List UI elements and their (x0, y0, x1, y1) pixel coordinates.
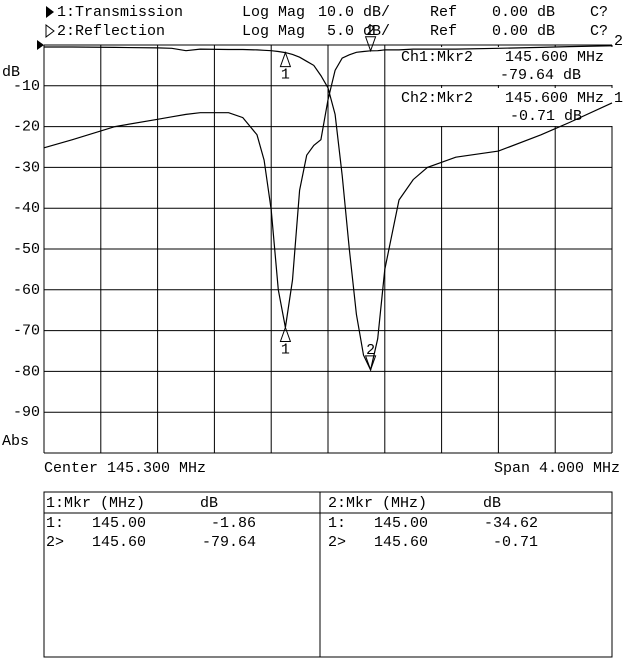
table-marker: 2> (328, 534, 346, 551)
table-frequency: 145.00 (92, 515, 146, 532)
header-ref-label: Ref (430, 4, 457, 21)
y-tick-label: -40 (13, 200, 40, 217)
table-marker: 1: (328, 515, 346, 532)
trace (44, 46, 613, 372)
readout-background (398, 47, 618, 85)
trace-end-label: 1 (614, 90, 623, 107)
y-tick-label: -30 (13, 159, 40, 176)
y-axis-bottom-label: Abs (2, 433, 29, 450)
header-ref: 0.00 dB (492, 4, 555, 21)
table-frequency: 145.60 (374, 534, 428, 551)
table-marker: 1: (46, 515, 64, 532)
table-header: 1:Mkr (MHz) (46, 495, 145, 512)
reference-arrow (37, 40, 44, 50)
y-tick-label: -20 (13, 119, 40, 136)
marker-triangle (279, 51, 292, 68)
header-scale: 10.0 dB/ (318, 4, 390, 21)
header-scale: 5.0 dB/ (327, 23, 390, 40)
readout-name: Ch2:Mkr2 (401, 90, 473, 107)
table-frequency: 145.00 (374, 515, 428, 532)
y-tick-label: -90 (13, 404, 40, 421)
marker-triangle (364, 36, 377, 53)
table-unit: dB (483, 495, 501, 512)
marker-label: 2 (366, 23, 375, 40)
y-axis-label: dB (2, 64, 20, 81)
table-header: 2:Mkr (MHz) (328, 495, 427, 512)
readout-value: -79.64 dB (500, 67, 581, 84)
y-tick-label: -50 (13, 241, 40, 258)
header-cal: C? (590, 23, 608, 40)
header-cal: C? (590, 4, 608, 21)
header-format: Log Mag (242, 4, 305, 21)
table-marker: 2> (46, 534, 64, 551)
header-label: 2:Reflection (57, 23, 165, 40)
header-format: Log Mag (242, 23, 305, 40)
marker-triangle (279, 326, 292, 342)
center-label: Center 145.300 MHz (44, 460, 206, 477)
y-tick-label: -10 (13, 78, 40, 95)
marker-label: 2 (366, 342, 375, 359)
table-value: -79.64 (202, 534, 256, 551)
table-unit: dB (200, 495, 218, 512)
y-tick-label: -60 (13, 282, 40, 299)
marker-label: 1 (281, 67, 290, 84)
marker-table-frame (43, 491, 613, 658)
header-label: 1:Transmission (57, 4, 183, 21)
header-ref-label: Ref (430, 23, 457, 40)
trace-end-label: 2 (614, 33, 623, 50)
table-frequency: 145.60 (92, 534, 146, 551)
channel-arrow (45, 24, 55, 38)
header-ref: 0.00 dB (492, 23, 555, 40)
readout-frequency: 145.600 MHz (505, 49, 604, 66)
readout-frequency: 145.600 MHz (505, 90, 604, 107)
active-channel-arrow (46, 6, 54, 18)
readout-background (398, 88, 618, 126)
table-value: -34.62 (484, 515, 538, 532)
marker-label: 1 (281, 341, 290, 358)
table-value: -0.71 (493, 534, 538, 551)
y-tick-label: -80 (13, 363, 40, 380)
marker-triangle (364, 355, 377, 372)
span-label: Span 4.000 MHz (494, 460, 620, 477)
trace (43, 45, 613, 328)
table-value: -1.86 (211, 515, 256, 532)
readout-name: Ch1:Mkr2 (401, 49, 473, 66)
y-tick-label: -70 (13, 323, 40, 340)
readout-value: -0.71 dB (510, 108, 582, 125)
